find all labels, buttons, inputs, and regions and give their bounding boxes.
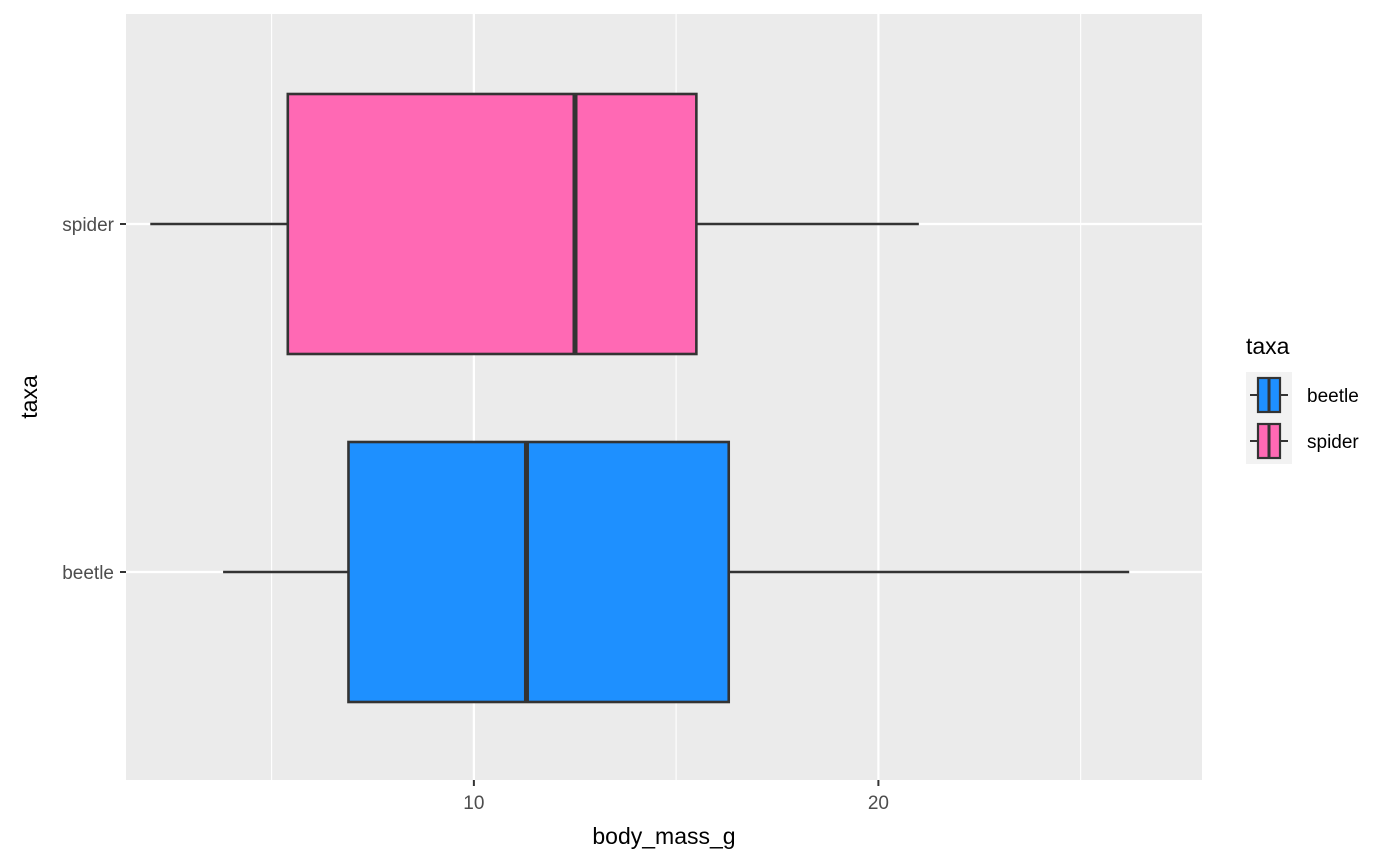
box-spider [150, 92, 919, 356]
legend-entry-spider: spider [1246, 418, 1359, 464]
x-axis-title: body_mass_g [592, 823, 735, 849]
legend-entry-beetle: beetle [1246, 372, 1359, 418]
legend-title: taxa [1246, 333, 1290, 359]
y-tick-label-beetle: beetle [62, 563, 114, 584]
x-tick-label-10: 10 [463, 793, 484, 814]
legend-label-beetle: beetle [1307, 386, 1359, 407]
box-beetle [223, 440, 1130, 704]
boxes-layer [150, 92, 1130, 704]
legend: taxa beetle spider [1246, 333, 1359, 464]
y-tick-label-spider: spider [62, 215, 114, 236]
x-axis: 10 20 [463, 780, 889, 814]
y-axis-title: taxa [16, 375, 42, 419]
x-tick-label-20: 20 [868, 793, 889, 814]
legend-label-spider: spider [1307, 432, 1359, 453]
legend-keys: beetle spider [1246, 372, 1359, 464]
y-axis: beetle spider [62, 215, 126, 584]
box-body-spider [286, 92, 698, 356]
box-body-beetle [347, 440, 731, 704]
